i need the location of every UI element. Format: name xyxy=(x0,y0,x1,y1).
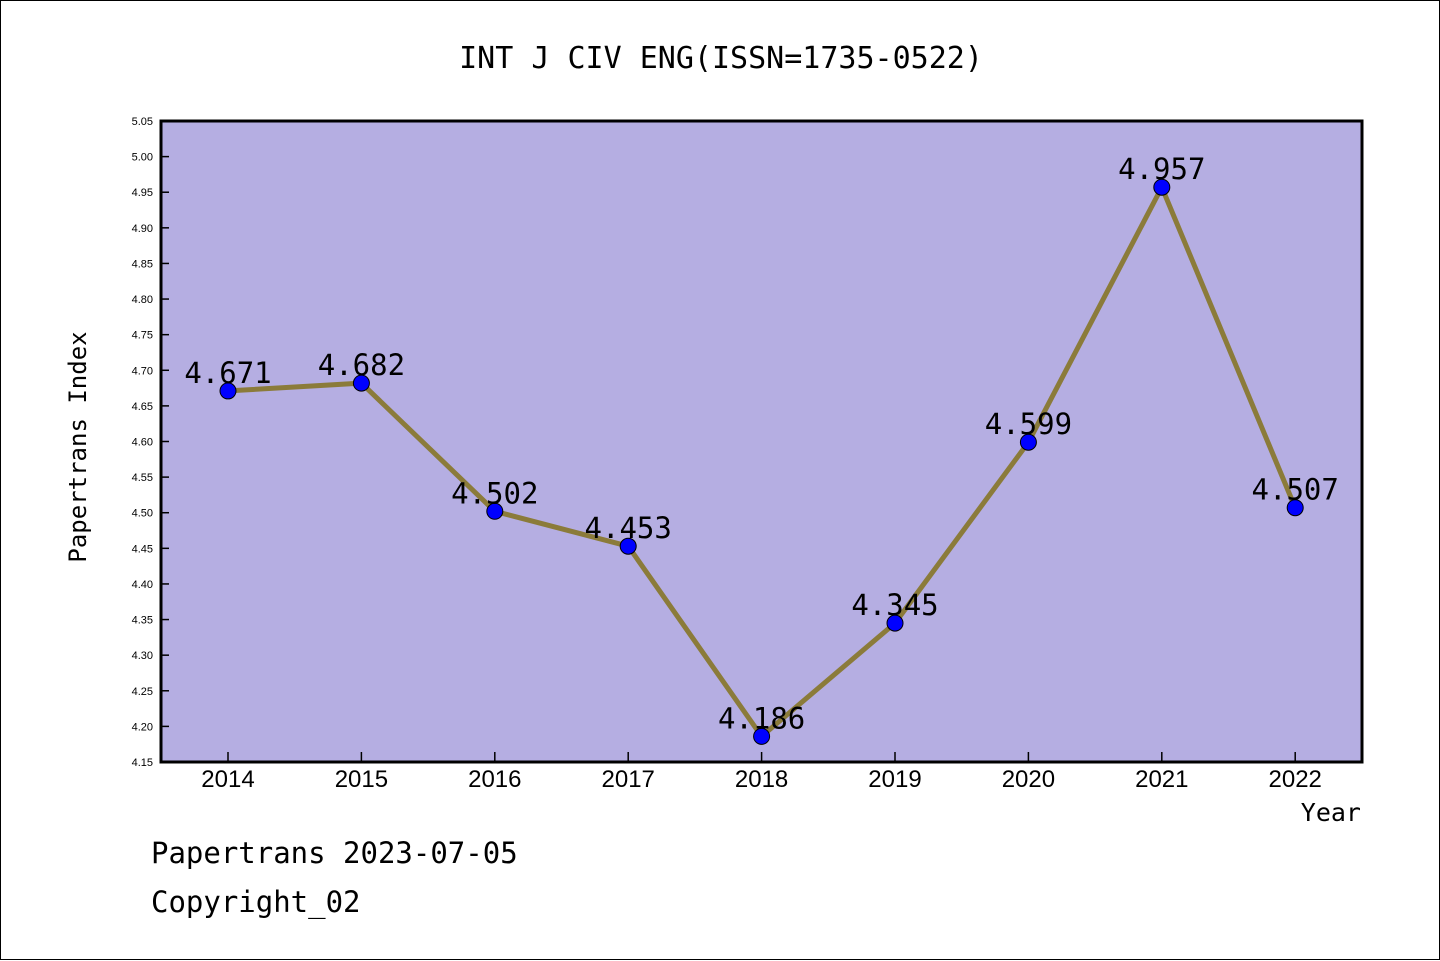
data-label: 4.599 xyxy=(985,407,1072,441)
x-tick-label: 2018 xyxy=(735,766,788,793)
copyright-text: Copyright_02 xyxy=(151,885,361,919)
y-tick-label: 4.50 xyxy=(132,508,153,520)
data-point xyxy=(886,614,904,632)
source-date-text: Papertrans 2023-07-05 xyxy=(151,836,518,870)
y-tick-label: 4.25 xyxy=(132,686,153,698)
y-tick-label: 4.30 xyxy=(132,650,153,662)
data-point xyxy=(619,537,637,555)
y-tick-label: 4.75 xyxy=(132,330,153,342)
data-label: 4.345 xyxy=(851,588,938,622)
data-point xyxy=(1019,433,1037,451)
data-point xyxy=(1286,499,1304,517)
y-tick-label: 4.90 xyxy=(132,223,153,235)
data-label: 4.502 xyxy=(451,476,538,510)
x-tick-label: 2015 xyxy=(335,766,388,793)
y-axis-label: Papertrans Index xyxy=(64,331,92,562)
y-axis: 4.15 4.20 4.25 4.30 4.35 4.40 4.45 4.50 4.55 4.60… xyxy=(132,116,169,769)
x-tick-label: 2021 xyxy=(1135,766,1188,793)
y-tick-label: 4.40 xyxy=(132,579,153,591)
data-point xyxy=(219,382,237,400)
data-label-layer: 4.671 4.682 4.502 4.453 4.186 4.345 4.599 4.957… xyxy=(184,152,1339,735)
data-label: 4.671 xyxy=(184,356,271,390)
x-tick-label: 2022 xyxy=(1269,766,1322,793)
y-tick-label: 4.45 xyxy=(132,543,153,555)
x-tick-label: 2014 xyxy=(201,766,254,793)
data-point xyxy=(352,374,370,392)
plot-area xyxy=(161,121,1362,762)
data-label: 4.507 xyxy=(1252,473,1339,507)
plot-border xyxy=(159,119,1364,764)
y-tick-label: 4.95 xyxy=(132,187,153,199)
y-tick-label: 4.35 xyxy=(132,615,153,627)
y-tick-label: 4.65 xyxy=(132,401,153,413)
x-axis: 2014 2015 2016 2017 2018 2019 2020 2021 2022 xyxy=(201,752,1322,793)
x-tick-label: 2017 xyxy=(602,766,655,793)
data-label: 4.682 xyxy=(318,348,405,382)
series-layer xyxy=(219,178,1304,745)
y-tick-label: 4.60 xyxy=(132,437,153,449)
chart-title: INT J CIV ENG(ISSN=1735-0522) xyxy=(459,41,983,76)
data-label: 4.453 xyxy=(585,511,672,545)
x-tick-label: 2020 xyxy=(1002,766,1055,793)
data-point xyxy=(486,502,504,520)
y-tick-label: 4.20 xyxy=(132,721,153,733)
data-point xyxy=(753,727,771,745)
y-tick-label: 4.80 xyxy=(132,294,153,306)
data-label: 4.186 xyxy=(718,701,805,735)
data-point xyxy=(1153,178,1171,196)
y-tick-label: 5.00 xyxy=(132,152,153,164)
x-tick-label: 2019 xyxy=(868,766,921,793)
y-tick-label: 5.05 xyxy=(132,116,153,128)
y-tick-label: 4.55 xyxy=(132,472,153,484)
y-tick-label: 4.70 xyxy=(132,365,153,377)
x-tick-label: 2016 xyxy=(468,766,521,793)
data-label: 4.957 xyxy=(1118,152,1205,186)
x-axis-label: Year xyxy=(1301,798,1361,827)
y-tick-label: 4.15 xyxy=(132,757,153,769)
y-tick-label: 4.85 xyxy=(132,258,153,270)
